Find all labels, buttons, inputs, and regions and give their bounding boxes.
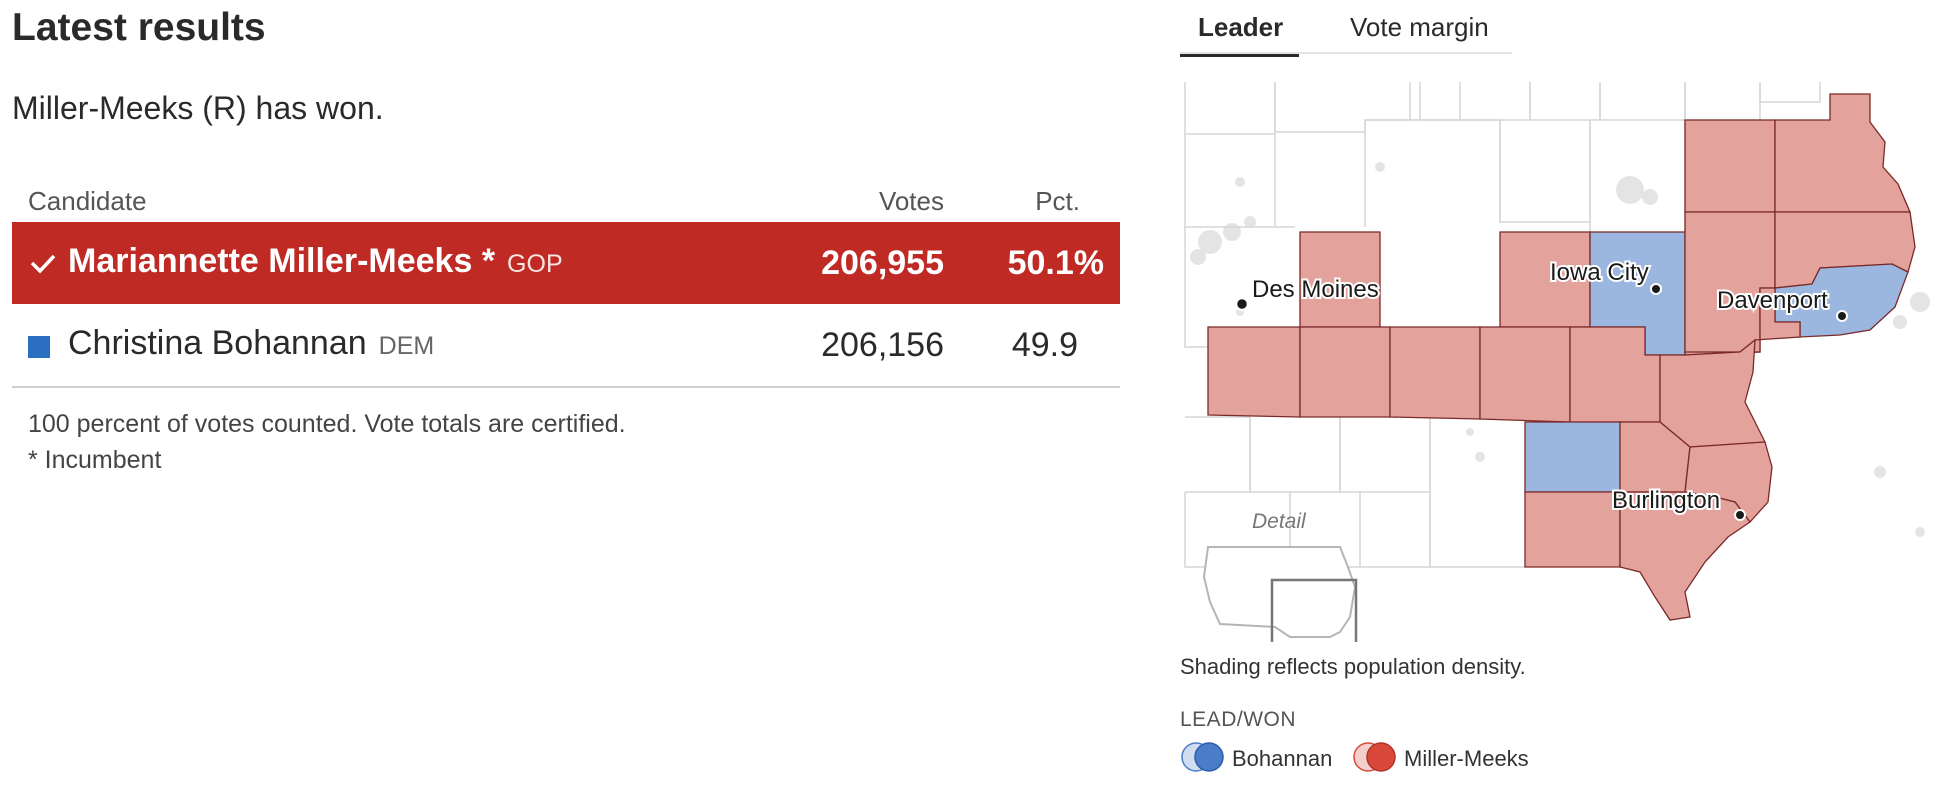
- county-rep: [1524, 491, 1621, 568]
- candidate-name: Christina Bohannan DEM: [68, 324, 435, 362]
- iowa-outline: [1202, 546, 1357, 638]
- city-dot: [1836, 310, 1848, 322]
- city-dot: [1234, 296, 1250, 312]
- city-dot: [1734, 509, 1746, 521]
- map-tabs: Leader Vote margin: [1179, 0, 1512, 57]
- results-notes: 100 percent of votes counted. Vote total…: [28, 406, 1120, 478]
- legend-label: Bohannan: [1232, 746, 1333, 771]
- table-row-winner: Mariannette Miller-Meeks * GOP 206,955 50…: [12, 222, 1120, 304]
- city-label-burlington: Burlington: [1612, 487, 1720, 514]
- county-rep: [1207, 326, 1301, 418]
- tab-leader[interactable]: Leader: [1179, 12, 1300, 57]
- city-label-davenport: Davenport: [1717, 287, 1828, 314]
- county-rep: [1619, 491, 1751, 621]
- map-caption: Shading reflects population density.: [1180, 654, 1526, 679]
- county-rep: [1659, 338, 1767, 448]
- results-title: Latest results: [12, 6, 266, 49]
- candidate-name: Mariannette Miller-Meeks * GOP: [68, 242, 563, 280]
- race-status: Miller-Meeks (R) has won.: [12, 90, 384, 126]
- incumbent-note: * Incumbent: [28, 446, 162, 474]
- candidate-votes: 206,156: [821, 326, 944, 364]
- candidate-pct: 49.9: [1011, 326, 1078, 364]
- city-label-iowa-city: Iowa City: [1550, 259, 1649, 286]
- city-label-des-moines: Des Moines: [1252, 276, 1379, 303]
- counted-note: 100 percent of votes counted. Vote total…: [28, 410, 626, 438]
- checkmark-icon: [30, 254, 56, 274]
- pct-header: Pct.: [1035, 186, 1080, 216]
- results-table-header: Candidate Votes Pct.: [12, 182, 1120, 222]
- party-label: DEM: [378, 332, 435, 360]
- density-texture: [1190, 162, 1930, 537]
- county-rep: [1479, 326, 1571, 423]
- tab-vote-margin[interactable]: Vote margin: [1350, 12, 1489, 42]
- county-map: Des Moines Iowa City Davenport Burlingto…: [1184, 82, 1930, 642]
- table-divider: [12, 386, 1120, 388]
- legend-title: LEAD/WON: [1180, 708, 1297, 731]
- incumbent-mark: *: [481, 242, 496, 280]
- candidate-header: Candidate: [28, 186, 147, 216]
- results-panel: Latest results Miller-Meeks (R) has won.…: [12, 0, 1120, 478]
- county-rep: [1299, 326, 1391, 418]
- candidate-votes: 206,955: [821, 244, 944, 282]
- county-rep: [1684, 119, 1776, 213]
- county-shapes: [1207, 93, 1916, 621]
- inset-label: Detail: [1252, 510, 1307, 533]
- lead-won-swatch-icon: [1181, 742, 1224, 772]
- city-dot: [1650, 283, 1662, 295]
- votes-header: Votes: [878, 186, 944, 216]
- inset-locator: [1202, 546, 1358, 642]
- table-row: Christina Bohannan DEM 206,156 49.9: [12, 304, 1120, 386]
- legend-label: Miller-Meeks: [1404, 746, 1529, 771]
- candidate-pct: 50.1%: [1007, 244, 1104, 282]
- map-panel: Leader Vote margin: [1179, 0, 1930, 772]
- party-color-swatch: [28, 336, 50, 358]
- party-label: GOP: [507, 250, 563, 278]
- detail-box: [1270, 578, 1358, 642]
- county-rep: [1774, 93, 1911, 213]
- lead-won-swatch-icon: [1353, 742, 1396, 772]
- county-rep: [1389, 326, 1481, 420]
- city-markers: [1234, 283, 1848, 521]
- county-dem: [1524, 421, 1621, 493]
